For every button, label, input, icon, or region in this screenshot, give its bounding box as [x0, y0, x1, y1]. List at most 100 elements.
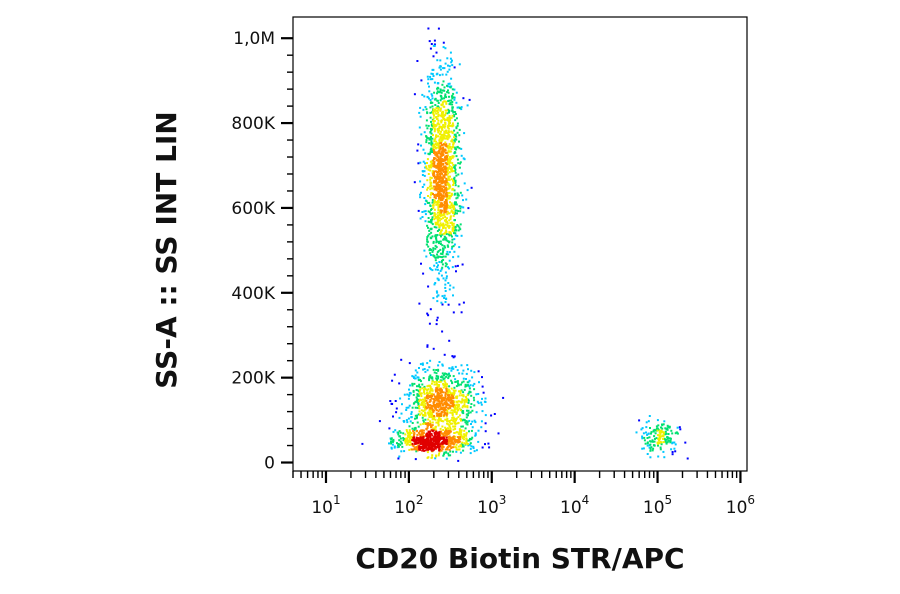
data-point: [426, 240, 429, 243]
data-point: [433, 283, 436, 286]
data-point: [484, 422, 487, 425]
data-point: [453, 422, 456, 425]
data-point: [433, 264, 436, 267]
data-point: [403, 450, 406, 453]
data-point: [429, 308, 432, 311]
data-point: [424, 152, 427, 155]
data-point: [453, 98, 456, 101]
data-point: [448, 68, 451, 71]
data-point: [438, 152, 441, 154]
data-point: [465, 416, 468, 419]
data-point: [655, 437, 658, 440]
data-point: [450, 202, 453, 205]
data-point: [437, 441, 440, 444]
data-point: [437, 278, 440, 281]
data-point: [457, 194, 460, 197]
data-point: [451, 101, 454, 103]
data-point: [440, 126, 443, 129]
data-point: [437, 107, 440, 110]
data-point: [646, 433, 649, 436]
data-point: [451, 224, 454, 227]
data-point: [461, 381, 464, 384]
data-point: [432, 144, 435, 147]
data-point: [643, 439, 646, 442]
data-point: [445, 390, 448, 393]
data-point: [437, 398, 440, 400]
data-point: [419, 217, 422, 220]
data-point: [426, 127, 429, 130]
data-point: [447, 147, 450, 150]
data-point: [460, 106, 463, 109]
data-point: [418, 383, 421, 386]
data-point: [671, 432, 674, 435]
data-point: [466, 423, 469, 426]
data-point: [428, 396, 431, 398]
data-point: [441, 330, 444, 333]
data-point: [414, 458, 417, 461]
data-point: [440, 162, 443, 165]
data-point: [429, 176, 432, 179]
data-point: [445, 442, 448, 445]
data-point: [468, 379, 471, 382]
data-point: [468, 387, 471, 390]
data-point: [425, 255, 428, 258]
data-point: [422, 377, 425, 380]
data-point: [447, 282, 450, 284]
data-point: [434, 256, 437, 259]
data-point: [463, 436, 465, 438]
data-point: [444, 112, 447, 115]
data-point: [448, 438, 451, 441]
data-point: [457, 162, 460, 165]
data-point: [465, 397, 468, 400]
data-point: [428, 153, 431, 156]
data-point: [431, 223, 434, 226]
data-point: [472, 396, 475, 399]
data-point: [649, 443, 652, 446]
data-point: [648, 415, 651, 417]
data-point: [447, 160, 450, 162]
data-point: [447, 177, 450, 180]
data-point: [418, 392, 421, 395]
data-point: [421, 216, 424, 218]
data-point: [437, 102, 440, 104]
data-point: [421, 387, 424, 390]
data-point: [449, 103, 452, 106]
data-point: [467, 399, 470, 402]
data-point: [390, 437, 393, 440]
data-point: [449, 284, 452, 287]
data-point: [423, 422, 426, 425]
data-point: [429, 78, 432, 81]
data-point: [445, 102, 448, 105]
data-point: [444, 207, 447, 210]
data-point: [455, 419, 457, 422]
data-point: [438, 198, 441, 201]
data-point: [430, 393, 433, 396]
data-point: [442, 125, 445, 128]
data-point: [450, 95, 453, 98]
data-point: [407, 434, 410, 437]
data-point: [453, 401, 456, 404]
data-point: [426, 442, 428, 444]
data-point: [426, 224, 429, 227]
data-point: [439, 65, 442, 68]
data-point: [438, 225, 441, 228]
data-point: [429, 169, 432, 172]
data-point: [437, 431, 440, 434]
data-point: [463, 419, 466, 422]
data-point: [418, 400, 421, 403]
data-point: [638, 419, 641, 422]
data-point: [449, 195, 452, 198]
data-point: [447, 245, 450, 248]
data-point: [461, 399, 464, 402]
data-point: [465, 437, 468, 440]
data-point: [466, 384, 469, 387]
data-point: [444, 395, 447, 398]
data-point: [441, 259, 443, 262]
data-point: [649, 449, 652, 452]
data-point: [411, 382, 414, 385]
data-point: [425, 446, 428, 449]
data-point: [650, 440, 652, 443]
data-point: [469, 406, 472, 409]
data-point: [432, 134, 434, 137]
data-point: [420, 436, 423, 439]
